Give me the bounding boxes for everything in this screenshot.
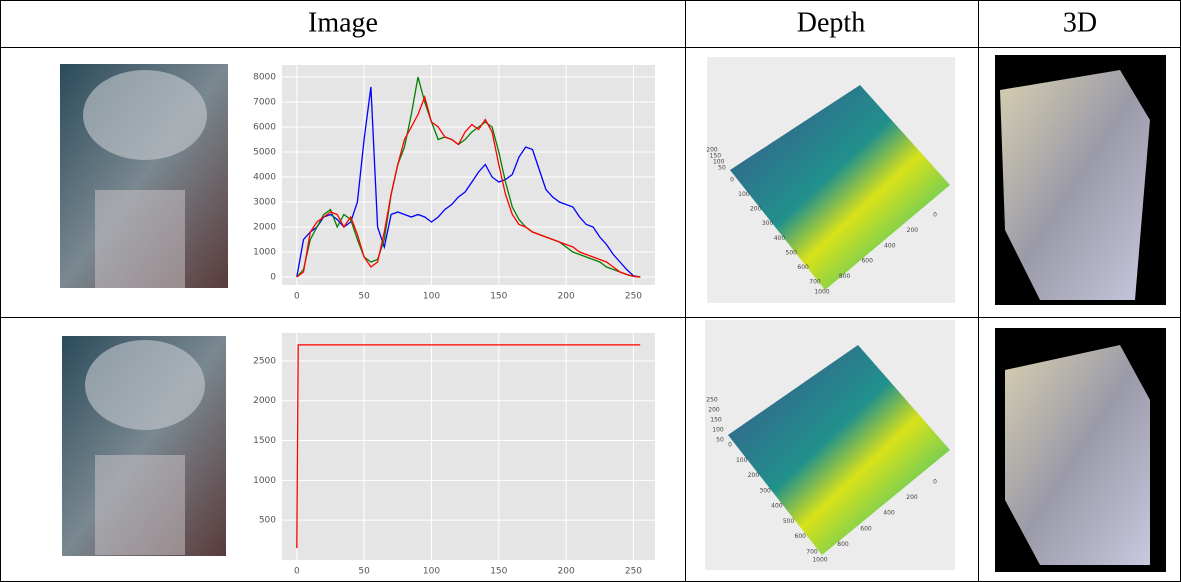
depth-tick-label: 200 bbox=[708, 407, 720, 414]
x-tick-label: 150 bbox=[490, 567, 507, 577]
series-line bbox=[296, 344, 641, 549]
y-tick-label: 7000 bbox=[253, 98, 276, 108]
header-3d: 3D bbox=[1063, 7, 1097, 38]
depth-tick-label: 100 bbox=[712, 427, 724, 434]
series-line bbox=[296, 76, 641, 278]
x-tick-label: 200 bbox=[558, 292, 575, 302]
depth-plot-image bbox=[707, 57, 955, 303]
depth-tick-label: 400 bbox=[771, 503, 783, 510]
y-tick-label: 2000 bbox=[253, 223, 276, 233]
x-tick-label: 150 bbox=[490, 292, 507, 302]
depth-tick-label: 600 bbox=[860, 525, 872, 532]
series-line bbox=[296, 86, 641, 278]
depth-tick-label: 600 bbox=[861, 258, 873, 265]
depth-tick-label: 150 bbox=[710, 153, 722, 160]
depth-tick-label: 100 bbox=[738, 191, 750, 198]
depth-tick-label: 400 bbox=[883, 510, 895, 517]
depth-tick-label: 0 bbox=[728, 442, 732, 449]
depth-tick-label: 50 bbox=[716, 437, 724, 444]
x-tick-label: 0 bbox=[294, 292, 300, 302]
depth-tick-label: 200 bbox=[706, 147, 718, 154]
depth-tick-label: 400 bbox=[774, 235, 786, 242]
depth-tick-label: 700 bbox=[806, 549, 818, 556]
depth-tick-label: 50 bbox=[718, 165, 726, 172]
depth-tick-label: 500 bbox=[783, 518, 795, 525]
depth-tick-label: 0 bbox=[730, 177, 734, 184]
depth-tick-label: 0 bbox=[933, 479, 937, 486]
xray-image bbox=[60, 64, 228, 288]
x-tick-label: 250 bbox=[625, 292, 642, 302]
depth-tick-label: 200 bbox=[748, 472, 760, 479]
depth-tick-label: 1000 bbox=[812, 557, 827, 564]
depth-tick-label: 800 bbox=[837, 541, 849, 548]
depth-tick-label: 200 bbox=[907, 227, 919, 234]
depth-tick-label: 600 bbox=[797, 264, 809, 271]
depth-tick-label: 250 bbox=[706, 397, 718, 404]
y-tick-label: 1000 bbox=[253, 476, 276, 486]
3d-render bbox=[995, 328, 1166, 572]
depth-tick-label: 0 bbox=[933, 212, 937, 219]
depth-tick-label: 400 bbox=[884, 242, 896, 249]
depth-plot-image bbox=[705, 320, 955, 570]
xray-image bbox=[62, 336, 226, 556]
x-tick-label: 200 bbox=[558, 567, 575, 577]
series-line bbox=[296, 94, 641, 278]
depth-tick-label: 300 bbox=[762, 220, 774, 227]
depth-tick-label: 300 bbox=[759, 487, 771, 494]
x-tick-label: 100 bbox=[423, 567, 440, 577]
3d-render bbox=[995, 55, 1166, 305]
depth-tick-label: 800 bbox=[839, 273, 851, 280]
depth-tick-label: 700 bbox=[809, 279, 821, 286]
header-image: Image bbox=[308, 7, 378, 38]
depth-tick-label: 200 bbox=[906, 494, 918, 501]
depth-tick-label: 600 bbox=[795, 533, 807, 540]
y-tick-label: 1000 bbox=[253, 248, 276, 258]
y-tick-label: 8000 bbox=[253, 73, 276, 83]
x-tick-label: 0 bbox=[294, 567, 300, 577]
plot-area bbox=[282, 333, 655, 560]
x-tick-label: 50 bbox=[358, 292, 370, 302]
y-tick-label: 2500 bbox=[253, 356, 276, 366]
y-tick-label: 500 bbox=[259, 516, 276, 526]
depth-tick-label: 100 bbox=[736, 457, 748, 464]
y-tick-label: 4000 bbox=[253, 173, 276, 183]
y-tick-label: 1500 bbox=[253, 436, 276, 446]
y-tick-label: 5000 bbox=[253, 148, 276, 158]
depth-tick-label: 100 bbox=[713, 159, 725, 166]
header-depth: Depth bbox=[797, 7, 865, 38]
y-tick-label: 6000 bbox=[253, 123, 276, 133]
depth-tick-label: 150 bbox=[710, 417, 722, 424]
depth-tick-label: 500 bbox=[786, 249, 798, 256]
y-tick-label: 2000 bbox=[253, 396, 276, 406]
x-tick-label: 250 bbox=[625, 567, 642, 577]
x-tick-label: 100 bbox=[423, 292, 440, 302]
x-tick-label: 50 bbox=[358, 567, 370, 577]
depth-tick-label: 200 bbox=[750, 206, 762, 213]
depth-tick-label: 1000 bbox=[814, 289, 829, 296]
y-tick-label: 0 bbox=[270, 273, 276, 283]
y-tick-label: 3000 bbox=[253, 198, 276, 208]
